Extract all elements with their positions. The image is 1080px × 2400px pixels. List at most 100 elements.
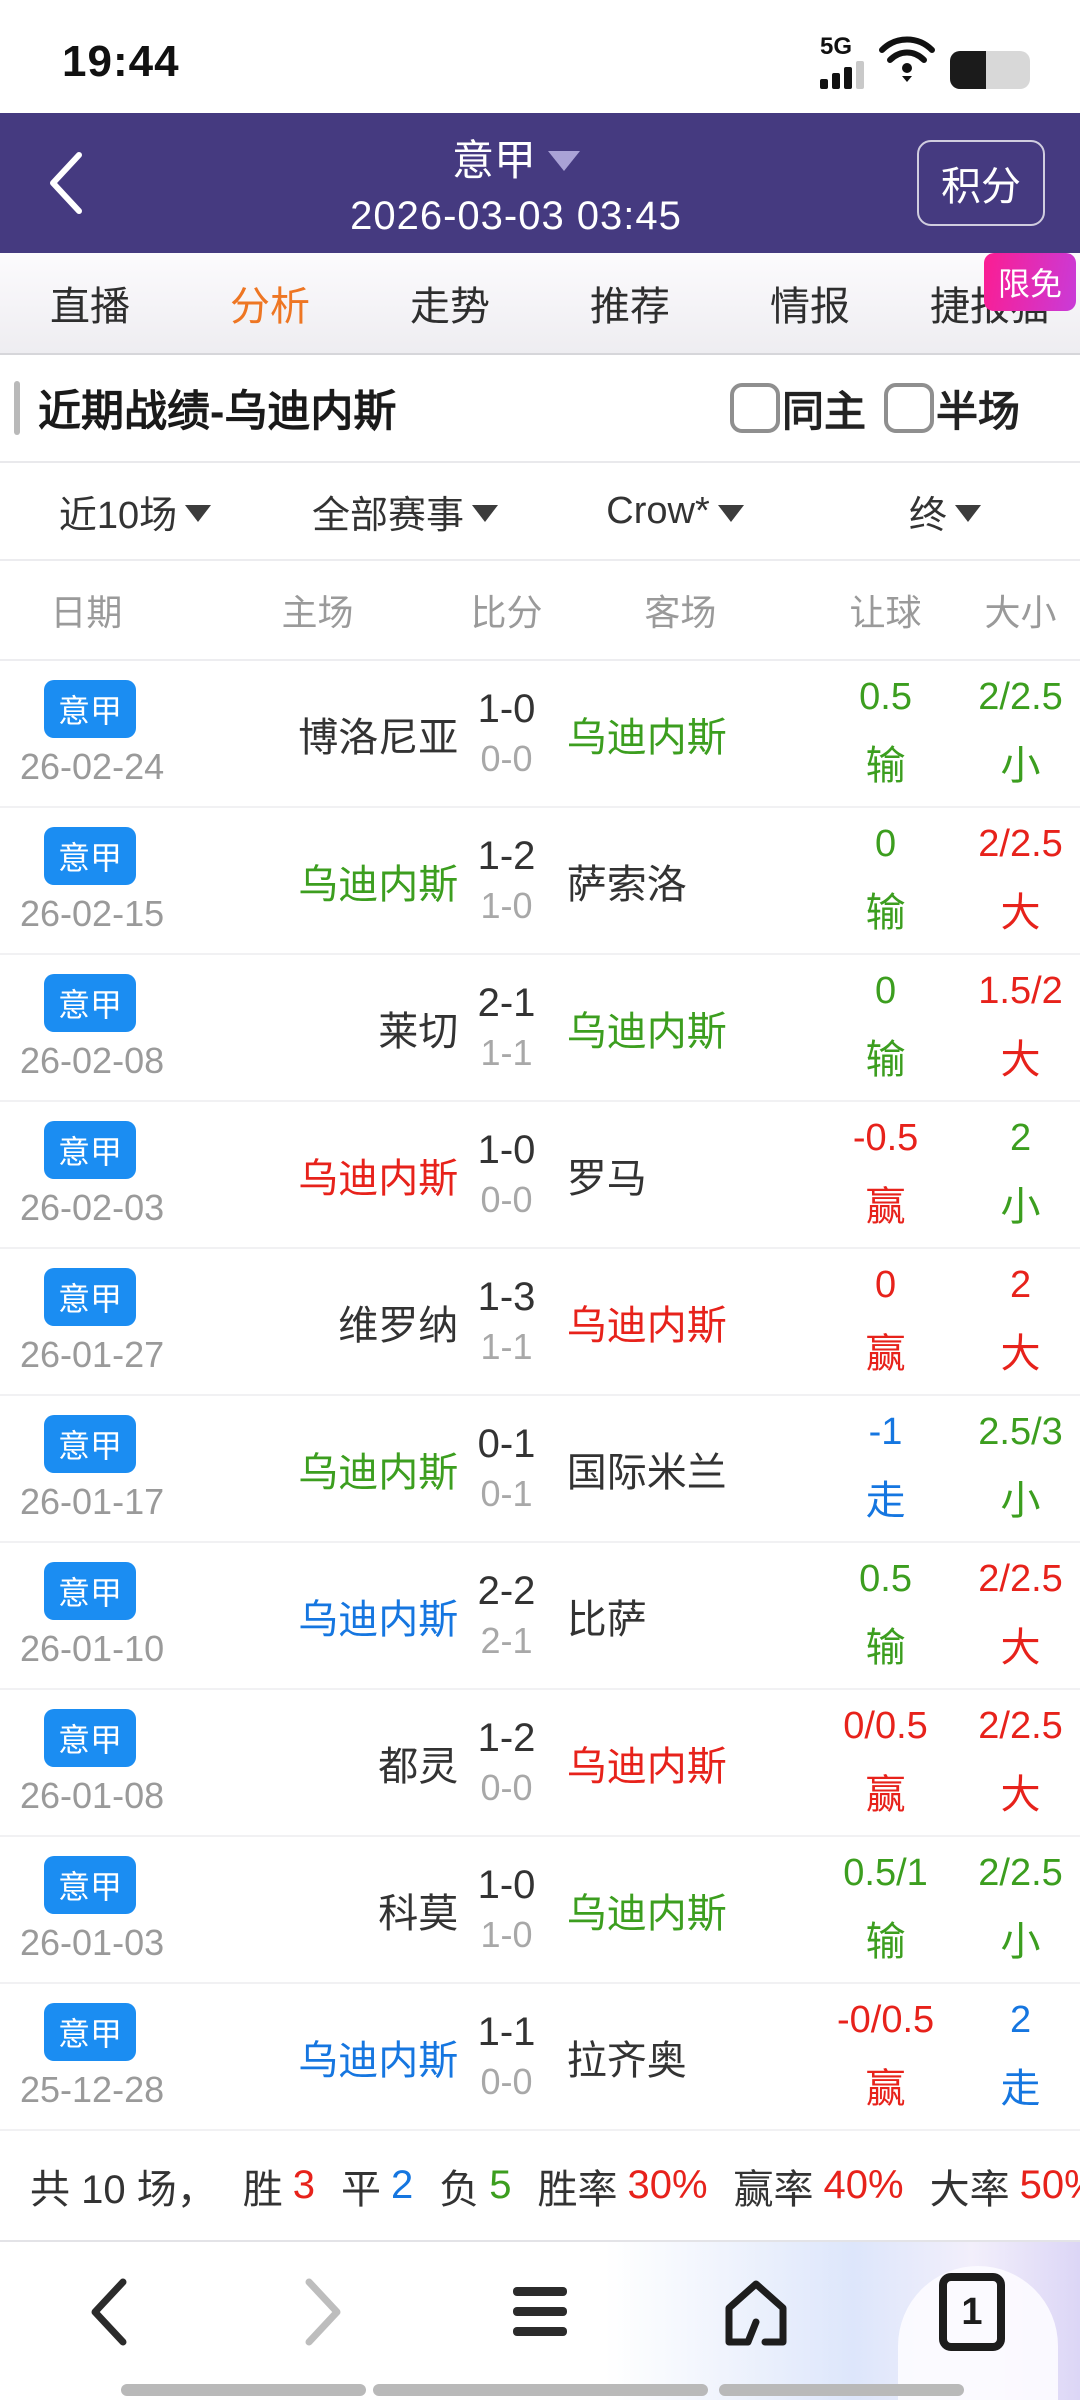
- home-team[interactable]: 科莫: [378, 1891, 459, 1936]
- table-row[interactable]: 意甲 26-01-27 维罗纳 1-3 1-1 乌迪内斯 0 赢 2 大: [0, 1249, 1080, 1396]
- fulltime-score: 1-3: [477, 1275, 536, 1319]
- handicap-value: 0.5: [859, 1558, 912, 1600]
- filter-row: 近10场 全部赛事 Crow* 终: [0, 463, 1080, 561]
- summary-segment: 大率 50%: [930, 2157, 1080, 2215]
- home-team[interactable]: 乌迪内斯: [298, 862, 459, 907]
- filter-dropdown[interactable]: Crow*: [540, 490, 810, 533]
- table-row[interactable]: 意甲 25-12-28 乌迪内斯 1-1 0-0 拉齐奥 -0/0.5 赢 2 …: [0, 1984, 1080, 2131]
- handicap-result: 输: [865, 1038, 906, 1082]
- home-team[interactable]: 博洛尼亚: [298, 715, 459, 760]
- tab[interactable]: 情报: [720, 274, 900, 332]
- filter-checkbox[interactable]: 半场: [883, 378, 1020, 439]
- away-team[interactable]: 乌迪内斯: [566, 1303, 727, 1348]
- away-team[interactable]: 拉齐奥: [566, 2038, 687, 2083]
- home-icon: [725, 2280, 787, 2346]
- home-team[interactable]: 乌迪内斯: [298, 2038, 459, 2083]
- match-date: 26-01-08: [20, 1774, 165, 1816]
- nav-menu-button[interactable]: [432, 2283, 648, 2341]
- summary-label: 大率: [929, 2167, 1010, 2212]
- halftime-score: 0-0: [480, 1179, 533, 1220]
- summary-segment: 胜率 30%: [537, 2157, 707, 2215]
- summary-segment: 赢率 40%: [734, 2157, 904, 2215]
- bottom-nav: 1: [0, 2242, 1080, 2400]
- table-row[interactable]: 意甲 26-01-03 科莫 1-0 1-0 乌迪内斯 0.5/1 输 2/2.…: [0, 1837, 1080, 1984]
- table-row[interactable]: 意甲 26-01-17 乌迪内斯 0-1 0-1 国际米兰 -1 走 2.5/3…: [0, 1396, 1080, 1543]
- fulltime-score: 2-2: [477, 1569, 536, 1613]
- filter-dropdown[interactable]: 近10场: [0, 484, 270, 539]
- fulltime-score: 2-1: [477, 981, 536, 1025]
- checkbox-box[interactable]: [729, 383, 780, 433]
- table-row[interactable]: 意甲 26-02-08 莱切 2-1 1-1 乌迪内斯 0 输 1.5/2 大: [0, 955, 1080, 1102]
- home-team[interactable]: 都灵: [378, 1744, 459, 1789]
- back-button[interactable]: [45, 149, 115, 217]
- cellular-signal-icon: 5G: [820, 35, 864, 89]
- home-team[interactable]: 乌迪内斯: [298, 1597, 459, 1642]
- standings-button[interactable]: 积分: [917, 140, 1045, 226]
- filter-dropdown[interactable]: 终: [810, 484, 1080, 539]
- away-team[interactable]: 国际米兰: [566, 1450, 727, 1495]
- tab[interactable]: 走势: [360, 274, 540, 332]
- handicap-value: 0: [874, 1264, 897, 1306]
- column-header: 日期: [50, 592, 123, 633]
- tab[interactable]: 直播: [0, 274, 180, 332]
- table-row[interactable]: 意甲 26-02-03 乌迪内斯 1-0 0-0 罗马 -0.5 赢 2 小: [0, 1102, 1080, 1249]
- away-team[interactable]: 乌迪内斯: [566, 1009, 727, 1054]
- handicap-result: 输: [865, 744, 906, 788]
- nav-home-button[interactable]: [648, 2276, 864, 2348]
- halftime-score: 1-0: [480, 1914, 533, 1955]
- table-row[interactable]: 意甲 26-02-24 博洛尼亚 1-0 0-0 乌迪内斯 0.5 输 2/2.…: [0, 661, 1080, 808]
- table-row[interactable]: 意甲 26-01-10 乌迪内斯 2-2 2-1 比萨 0.5 输 2/2.5 …: [0, 1543, 1080, 1690]
- checkbox-box[interactable]: [883, 383, 934, 433]
- match-date: 26-02-24: [20, 745, 165, 787]
- league-badge: 意甲: [44, 1267, 137, 1326]
- battery-icon: [950, 51, 1030, 89]
- summary-segment: 共 10 场，: [30, 2157, 217, 2215]
- fulltime-score: 1-2: [477, 834, 536, 878]
- away-team[interactable]: 乌迪内斯: [566, 1744, 727, 1789]
- nav-tabs-button[interactable]: 1: [864, 2273, 1080, 2351]
- home-team[interactable]: 维罗纳: [338, 1303, 459, 1348]
- match-date: 26-02-08: [20, 1039, 165, 1081]
- league-badge: 意甲: [44, 2002, 137, 2061]
- league-badge: 意甲: [44, 826, 137, 885]
- tab[interactable]: 推荐: [540, 274, 720, 332]
- filter-dropdown[interactable]: 全部赛事: [270, 484, 540, 539]
- away-team[interactable]: 比萨: [566, 1597, 647, 1642]
- fulltime-score: 0-1: [477, 1422, 536, 1466]
- column-header: 比分: [470, 592, 543, 633]
- table-row[interactable]: 意甲 26-01-08 都灵 1-2 0-0 乌迪内斯 0/0.5 赢 2/2.…: [0, 1690, 1080, 1837]
- overunder-result: 大: [1000, 1332, 1041, 1376]
- overunder-value: 2/2.5: [978, 676, 1063, 718]
- table-row[interactable]: 意甲 26-02-15 乌迪内斯 1-2 1-0 萨索洛 0 输 2/2.5 大: [0, 808, 1080, 955]
- league-selector[interactable]: 意甲: [452, 127, 580, 188]
- away-team[interactable]: 罗马: [566, 1156, 647, 1201]
- nav-back-button[interactable]: [0, 2274, 216, 2350]
- match-date: 26-01-17: [20, 1480, 165, 1522]
- match-date: 26-01-03: [20, 1921, 165, 1963]
- tab-label: 分析: [230, 285, 310, 329]
- fulltime-score: 1-0: [477, 1128, 536, 1172]
- overunder-result: 小: [1000, 1479, 1041, 1523]
- summary-label: 胜: [242, 2167, 283, 2212]
- overunder-value: 2/2.5: [978, 1852, 1063, 1894]
- match-date: 25-12-28: [20, 2068, 165, 2110]
- filter-checkbox[interactable]: 同主: [729, 378, 866, 439]
- home-team[interactable]: 莱切: [378, 1009, 459, 1054]
- tab[interactable]: 分析: [180, 274, 360, 332]
- away-team[interactable]: 萨索洛: [566, 862, 687, 907]
- league-badge: 意甲: [44, 1855, 137, 1914]
- table-header: 日期 主场 比分 客场 让球 大小: [0, 561, 1080, 661]
- away-team[interactable]: 乌迪内斯: [566, 1891, 727, 1936]
- away-team[interactable]: 乌迪内斯: [566, 715, 727, 760]
- league-badge: 意甲: [44, 679, 137, 738]
- summary-value: 50%: [1019, 2163, 1080, 2207]
- handicap-value: 0.5: [859, 676, 912, 718]
- home-team[interactable]: 乌迪内斯: [298, 1156, 459, 1201]
- home-team[interactable]: 乌迪内斯: [298, 1450, 459, 1495]
- nav-forward-button[interactable]: [216, 2274, 432, 2350]
- checkbox-label: 同主: [781, 387, 866, 435]
- overunder-result: 小: [1000, 1185, 1041, 1229]
- league-badge: 意甲: [44, 1708, 137, 1767]
- overunder-result: 大: [1000, 1038, 1041, 1082]
- chevron-down-icon: [717, 504, 744, 522]
